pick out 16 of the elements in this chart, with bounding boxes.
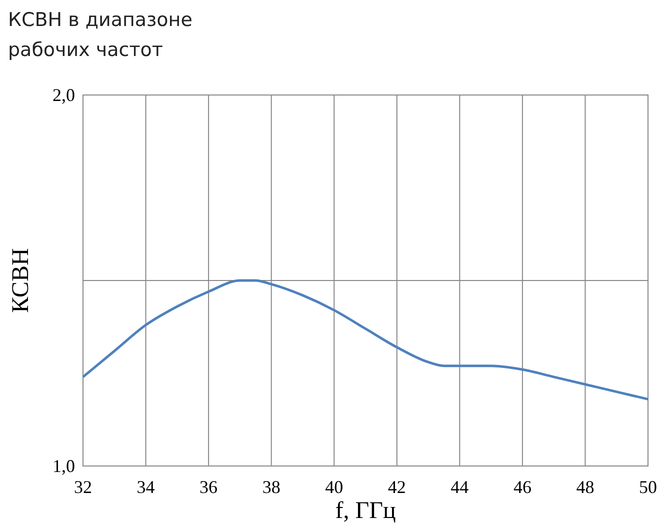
x-tick-label: 32	[74, 477, 92, 497]
x-tick-label: 48	[576, 477, 594, 497]
line-series	[82, 279, 650, 400]
y-tick-label: 1,0	[52, 456, 75, 476]
x-tick-label: 46	[513, 477, 532, 497]
y-axis-title: КСВН	[8, 248, 34, 313]
chart-title: КСВН в диапазоне рабочих частот	[8, 9, 192, 61]
x-tick-label: 36	[200, 477, 218, 497]
x-tick-label: 50	[639, 477, 657, 497]
x-tick-label: 38	[262, 477, 280, 497]
x-tick-label: 40	[325, 477, 344, 497]
x-tick-label: 34	[136, 477, 155, 497]
x-axis-title: f, ГГц	[335, 498, 396, 524]
x-tick-label: 42	[388, 477, 406, 497]
x-tick-label: 44	[450, 477, 469, 497]
y-tick-label: 2,0	[52, 85, 75, 105]
